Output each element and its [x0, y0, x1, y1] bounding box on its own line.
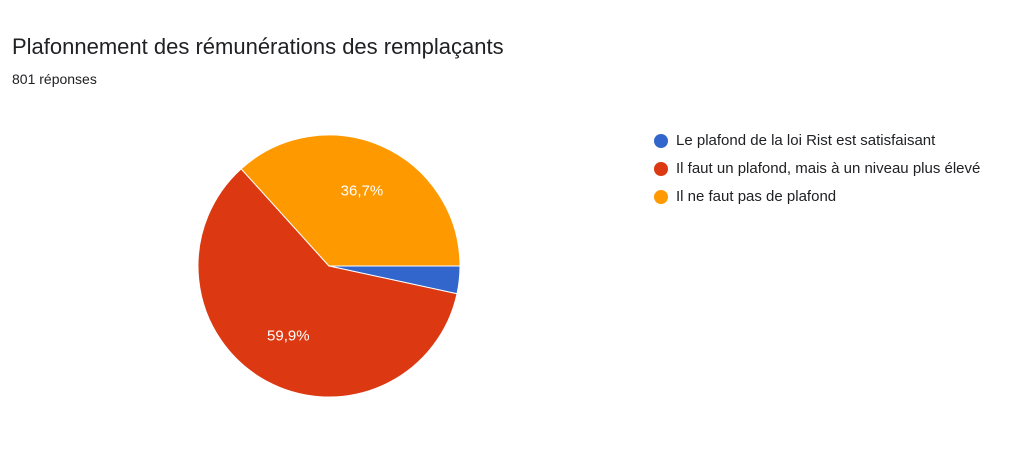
legend-item-pas-de-plafond[interactable]: Il ne faut pas de plafond	[654, 186, 1004, 208]
legend-swatch	[654, 134, 668, 148]
legend-label: Il ne faut pas de plafond	[676, 188, 837, 205]
legend-label: Il faut un plafond, mais à un niveau plu…	[676, 160, 981, 177]
legend-swatch	[654, 190, 668, 204]
chart-title: Plafonnement des rémunérations des rempl…	[12, 34, 504, 59]
legend-label: Le plafond de la loi Rist est satisfaisa…	[676, 132, 936, 149]
pie-slice[interactable]	[197, 168, 458, 398]
legend-item-rist-satisfaisant[interactable]: Le plafond de la loi Rist est satisfaisa…	[654, 130, 1004, 152]
slice-percent-label: 59,9%	[267, 327, 310, 344]
legend-swatch	[654, 162, 668, 176]
slice-percent-label: 36,7%	[341, 183, 384, 200]
response-count: 801 réponses	[12, 71, 97, 87]
legend-item-plafond-plus-eleve[interactable]: Il faut un plafond, mais à un niveau plu…	[654, 158, 1004, 180]
chart-legend: Le plafond de la loi Rist est satisfaisa…	[654, 130, 1004, 214]
pie-slice[interactable]	[240, 134, 461, 267]
pie-chart: 59,9% 36,7%	[197, 134, 461, 398]
